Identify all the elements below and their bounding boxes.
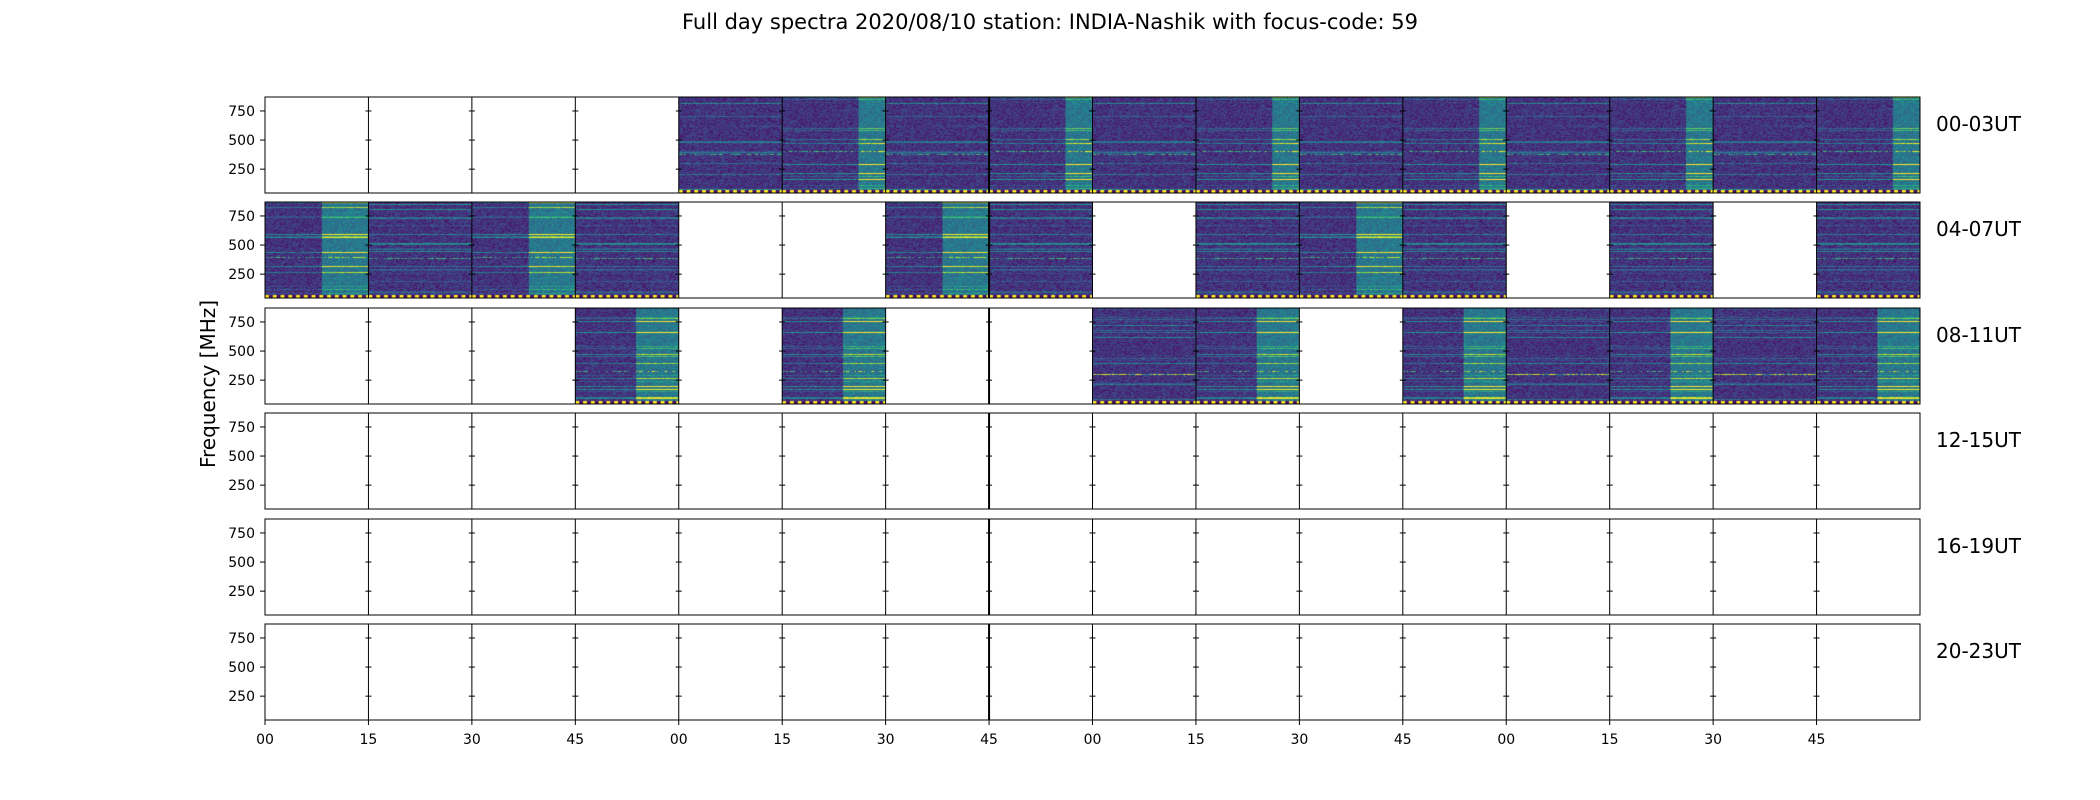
x-tick-label: 15	[1187, 732, 1205, 748]
spectrogram-cell	[678, 97, 783, 193]
y-tick-label: 500	[228, 449, 255, 465]
spectrogram-cell	[1299, 97, 1403, 193]
y-tick-label: 250	[228, 478, 255, 494]
panel-frame	[264, 96, 1921, 194]
y-tick-label: 250	[228, 267, 255, 283]
x-tick-label: 30	[1290, 732, 1308, 748]
spectrogram-cell	[1713, 97, 1817, 193]
panel-frame	[264, 307, 1921, 405]
spectrogram-cell	[1402, 97, 1507, 193]
y-tick-label: 750	[228, 209, 255, 225]
x-tick-label: 45	[1394, 732, 1412, 748]
spectrogram-cell	[1402, 202, 1507, 298]
x-tick-label: 30	[463, 732, 481, 748]
spectrogram-cell	[989, 202, 1093, 298]
x-tick-label: 00	[256, 732, 274, 748]
y-tick-label: 500	[228, 133, 255, 149]
x-tick-label: 15	[773, 732, 791, 748]
spectrogram-cell	[1816, 97, 1920, 193]
y-tick-label: 500	[228, 344, 255, 360]
panels-group: 250 500 750 250 500 750 250 500 750 250 500 750 250 5…	[228, 96, 1921, 721]
spectrogram-cell	[1506, 308, 1610, 404]
row-label: 08-11UT	[1936, 323, 2022, 347]
spectrogram-cell	[1299, 202, 1403, 298]
spectrogram-cell	[885, 202, 990, 298]
x-tick-label: 45	[566, 732, 584, 748]
y-tick-label: 250	[228, 162, 255, 178]
spectrogram-cell	[1713, 308, 1817, 404]
spectrogram-cell	[885, 97, 990, 193]
row-label: 00-03UT	[1936, 112, 2022, 136]
panel-frame	[264, 412, 1921, 510]
y-tick-label: 500	[228, 660, 255, 676]
spectrogram-cell	[1506, 97, 1610, 193]
spectrogram-cell	[368, 202, 472, 298]
x-tick-label: 00	[1497, 732, 1515, 748]
x-tick-label: 00	[1084, 732, 1102, 748]
chart-title: Full day spectra 2020/08/10 station: IND…	[682, 10, 1418, 34]
x-tick-label: 15	[360, 732, 378, 748]
x-tick-label: 15	[1601, 732, 1619, 748]
x-tick-label: 45	[980, 732, 998, 748]
y-tick-label: 750	[228, 420, 255, 436]
y-tick-label: 500	[228, 555, 255, 571]
spectrogram-cell	[1609, 97, 1714, 193]
y-tick-label: 250	[228, 689, 255, 705]
spectrogram-cell	[782, 308, 886, 404]
y-tick-label: 500	[228, 238, 255, 254]
x-tick-label: 00	[670, 732, 688, 748]
x-axis-ticks: 00 15 30 45 00 15 30 45 00 15 30 45 00 15 30 45	[256, 720, 1825, 748]
spectrogram-cell	[1195, 308, 1300, 404]
spectrogram-cell	[471, 202, 576, 298]
spectrogram-cell	[782, 97, 886, 193]
y-tick-label: 750	[228, 104, 255, 120]
spectrogram-cell	[989, 97, 1093, 193]
row-label: 20-23UT	[1936, 639, 2022, 663]
y-tick-label: 750	[228, 631, 255, 647]
spectrogram-cell	[1402, 308, 1507, 404]
panel-frame	[264, 201, 1921, 299]
spectrogram-cell	[1609, 202, 1714, 298]
spectrogram-cell	[1609, 308, 1714, 404]
panel-frame	[264, 518, 1921, 616]
spectrogram-cell	[1092, 308, 1196, 404]
y-tick-label: 250	[228, 584, 255, 600]
spectrogram-cell	[575, 308, 679, 404]
spectrogram-cell	[575, 202, 679, 298]
y-tick-label: 250	[228, 373, 255, 389]
x-tick-label: 30	[1704, 732, 1722, 748]
row-label: 16-19UT	[1936, 534, 2022, 558]
row-labels: 00-03UT 04-07UT 08-11UT 12-15UT 16-19UT 20-23…	[1936, 112, 2022, 663]
y-tick-label: 750	[228, 526, 255, 542]
spectrogram-cell	[1195, 202, 1300, 298]
spectrogram-cell	[1816, 202, 1920, 298]
spectrogram-cell	[265, 202, 369, 298]
x-tick-label: 30	[877, 732, 895, 748]
row-label: 12-15UT	[1936, 428, 2022, 452]
spectrogram-cell	[1092, 97, 1196, 193]
spectrogram-cell	[1816, 308, 1920, 404]
row-label: 04-07UT	[1936, 217, 2022, 241]
spectrogram-cell	[1195, 97, 1300, 193]
y-tick-label: 750	[228, 315, 255, 331]
x-tick-label: 45	[1808, 732, 1826, 748]
